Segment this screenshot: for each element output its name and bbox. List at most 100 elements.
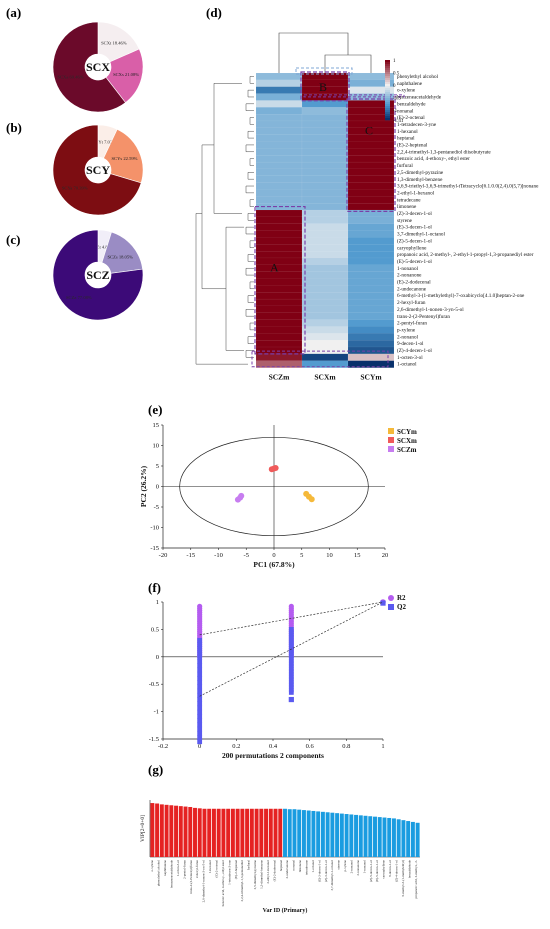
vip-bar xyxy=(358,815,363,857)
heatmap-cell xyxy=(301,292,349,300)
dendrogram-branch xyxy=(245,103,254,111)
heatmap-cell xyxy=(301,134,349,142)
heatmap-row-label: 2-nonanone xyxy=(397,273,422,279)
vip-category-label: 2,2,4-trimethyl-1,3-pentanediol xyxy=(240,860,245,902)
heatmap-cell xyxy=(301,340,349,348)
heatmap-cell xyxy=(255,155,303,163)
slice-label-c-0: SCZt 4.87% xyxy=(91,244,114,249)
q2-point xyxy=(288,671,294,677)
q2-point xyxy=(197,701,203,707)
vip-category-label: 3,7-dimethyl-1-octanol xyxy=(330,860,335,891)
vip-category-label: 2-undecanone xyxy=(285,859,289,878)
q2-point xyxy=(197,722,203,728)
heatmap-cell xyxy=(255,175,303,183)
vip-bar xyxy=(401,820,406,857)
q2-point xyxy=(197,709,203,715)
heatmap-row-label: 2,5-dimethyl-pyrazine xyxy=(397,170,444,176)
q2-point xyxy=(197,739,203,745)
heatmap-cell xyxy=(347,278,395,286)
vip-bar xyxy=(335,813,340,857)
vip-category-label: 1-nonanol xyxy=(362,860,366,873)
colorbar-swatch xyxy=(385,62,390,65)
y-axis-label: VIP[2+0+0] xyxy=(140,815,146,842)
dendrogram-branch xyxy=(247,336,254,344)
colorbar-swatch xyxy=(385,80,390,83)
vip-category-label: naphthalene xyxy=(163,859,167,875)
vip-bar xyxy=(245,808,250,857)
q2-point xyxy=(197,637,203,643)
r2-point xyxy=(197,603,203,609)
colorbar-swatch xyxy=(385,74,390,77)
heatmap-cell xyxy=(347,346,395,355)
heatmap-cell xyxy=(301,127,349,135)
donut-chart-a: SCXt 18.46% SCXs 21.08% SCXa 60.46%SCX xyxy=(52,21,144,113)
heatmap-cell xyxy=(347,244,395,252)
q2-point xyxy=(288,661,294,666)
y-tick-label: -10 xyxy=(150,525,159,532)
heatmap-cell xyxy=(347,216,395,225)
heatmap-cell xyxy=(301,155,349,163)
legend-swatch xyxy=(388,595,394,601)
vip-category-label: (Z)-5-decen-1-ol xyxy=(369,860,373,882)
dendrogram-branch xyxy=(245,144,254,153)
heatmap-cell xyxy=(255,161,303,170)
cluster-box xyxy=(346,98,396,212)
confidence-ellipse xyxy=(179,436,369,537)
colorbar-swatch xyxy=(385,102,390,105)
vip-category-label: benzeneacetaldehyde xyxy=(170,859,174,888)
q2-point xyxy=(197,697,203,702)
heatmap-cell xyxy=(347,340,395,348)
vip-bar xyxy=(202,808,207,857)
heatmap-cell xyxy=(255,189,303,197)
pca-scatter-chart: -20 -15 -10 -5 0 5 10 15 20-15-10-5051015SCYmSCX… xyxy=(139,422,417,569)
vip-bar xyxy=(330,812,335,857)
heatmap-cell xyxy=(301,175,349,183)
q2-point xyxy=(288,663,294,669)
colorbar-tick: -0.5 xyxy=(393,96,401,101)
vip-bar xyxy=(306,810,311,857)
heatmap-row-label: naphthalene xyxy=(397,81,423,87)
heatmap-cell xyxy=(301,223,349,231)
cluster-box xyxy=(251,350,389,368)
vip-category-label: 2,5-dimethyl-pyrazine xyxy=(253,859,258,889)
y-tick-label: -5 xyxy=(154,504,159,511)
vip-category-label: benzoic acid, 4-ethoxy-, ethyl ester xyxy=(221,859,226,906)
pca-point xyxy=(308,496,315,503)
heatmap-row-label: (E)-2-heptenal xyxy=(397,142,428,149)
heatmap-row-label: benzeneacetaldehyde xyxy=(397,95,442,101)
vip-bar xyxy=(164,804,169,857)
heatmap-row-label: 3,7-dimethyl-1-octanol xyxy=(397,232,446,238)
slice-label-a-1: SCXs 21.08% xyxy=(113,72,139,77)
colorbar-swatch xyxy=(385,72,390,75)
vip-category-label: 2-hexyl-furan xyxy=(195,860,199,878)
y-tick-label: 15 xyxy=(153,422,160,429)
heatmap-row-label: (Z)-5-decen-1-ol xyxy=(397,237,432,244)
vip-bar xyxy=(249,808,254,857)
x-tick-label: 0.4 xyxy=(269,743,278,750)
vip-category-label: 2-pentyl-furan xyxy=(182,860,186,879)
colorbar-swatch xyxy=(385,100,390,103)
heatmap-column-label: SCYm xyxy=(360,373,382,382)
heatmap-row-label: 1-hexanol xyxy=(397,129,418,135)
dendrogram-branch xyxy=(249,240,254,248)
heatmap-cell xyxy=(255,333,303,341)
vip-category-label: 1-tetradecen-3-yne xyxy=(227,859,231,884)
vip-bar xyxy=(259,808,264,857)
heatmap-cell xyxy=(301,100,349,108)
vip-bar xyxy=(373,816,377,857)
heatmap-row-label: nonanal xyxy=(397,108,414,114)
heatmap-cell xyxy=(255,230,303,238)
vip-bar xyxy=(391,818,396,857)
dendrogram-branch xyxy=(247,89,254,98)
heatmap-cell xyxy=(347,353,395,362)
q2-point xyxy=(288,627,294,632)
slice-label-b-0: SCYt 7.02% xyxy=(93,140,116,145)
donut-hole-c xyxy=(85,262,111,288)
vip-bar xyxy=(159,804,164,857)
panel-label-b: (b) xyxy=(6,120,22,135)
heatmap-row-label: 1-octanol xyxy=(397,362,417,368)
heatmap-cell xyxy=(255,353,303,362)
x-tick-label: -5 xyxy=(244,552,249,559)
heatmap-cell xyxy=(301,189,349,197)
heatmap-row-label: styrene xyxy=(397,218,413,224)
